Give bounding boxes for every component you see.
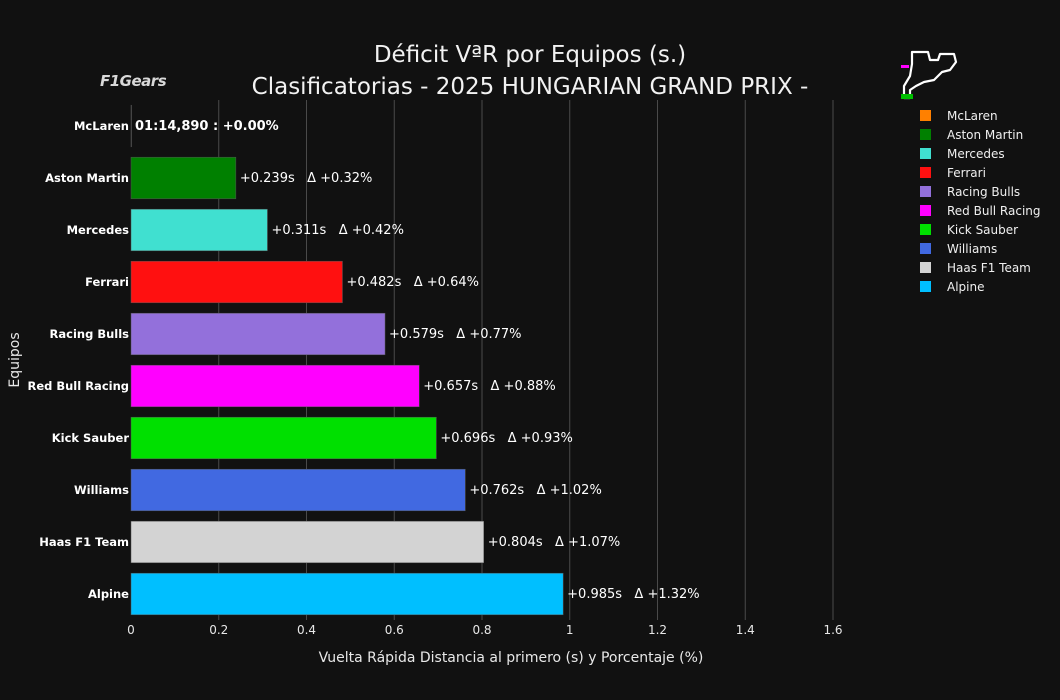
chart-title-line2: Clasificatorias - 2025 HUNGARIAN GRAND P… <box>251 74 809 100</box>
bar[interactable] <box>130 416 437 460</box>
x-tick-label: 1.4 <box>736 623 755 637</box>
legend-label: Ferrari <box>947 165 986 180</box>
data-label: +0.482s Δ +0.64% <box>346 275 479 290</box>
legend-label: Haas F1 Team <box>947 260 1031 275</box>
legend-label: Racing Bulls <box>947 184 1021 199</box>
y-axis-label: Equipos <box>7 332 23 387</box>
y-tick-label: Red Bull Racing <box>27 379 129 393</box>
x-tick-label: 0.6 <box>385 623 404 637</box>
x-tick-label: 0.4 <box>297 623 316 637</box>
legend-item[interactable]: Alpine <box>920 277 1041 296</box>
track-map-icon <box>901 50 958 100</box>
legend-swatch <box>920 167 931 178</box>
y-tick-label: Haas F1 Team <box>39 535 129 549</box>
bar[interactable] <box>130 468 466 512</box>
legend-label: Alpine <box>947 279 985 294</box>
x-tick-label: 1 <box>566 623 574 637</box>
y-tick-label: Alpine <box>88 587 129 601</box>
legend-item[interactable]: Ferrari <box>920 163 1041 182</box>
data-label: 01:14,890 : +0.00% <box>135 119 279 134</box>
y-tick-label: Mercedes <box>67 223 130 237</box>
x-tick-label: 0.2 <box>209 623 228 637</box>
brand-logo: F1Gears <box>100 72 167 90</box>
y-tick-label: Kick Sauber <box>52 431 130 445</box>
bar[interactable] <box>130 312 386 356</box>
legend-label: Aston Martin <box>947 127 1024 142</box>
legend-item[interactable]: Racing Bulls <box>920 182 1041 201</box>
bar[interactable] <box>130 260 343 304</box>
data-label: +0.762s Δ +1.02% <box>469 483 602 498</box>
legend-swatch <box>920 262 931 273</box>
legend-swatch <box>920 281 931 292</box>
bar[interactable] <box>130 104 132 148</box>
data-label: +0.239s Δ +0.32% <box>240 171 373 186</box>
data-label: +0.579s Δ +0.77% <box>389 327 522 342</box>
legend-item[interactable]: Mercedes <box>920 144 1041 163</box>
y-tick-label: Ferrari <box>85 275 129 289</box>
bar[interactable] <box>130 364 420 408</box>
x-tick-label: 1.2 <box>648 623 667 637</box>
legend-label: McLaren <box>947 108 998 123</box>
legend-label: Kick Sauber <box>947 222 1019 237</box>
y-tick-label: Williams <box>74 483 129 497</box>
legend-label: Red Bull Racing <box>947 203 1041 218</box>
legend-swatch <box>920 186 931 197</box>
legend-item[interactable]: McLaren <box>920 106 1041 125</box>
x-axis-label: Vuelta Rápida Distancia al primero (s) y… <box>319 650 704 666</box>
legend-item[interactable]: Williams <box>920 239 1041 258</box>
legend-item[interactable]: Haas F1 Team <box>920 258 1041 277</box>
x-tick-label: 0.8 <box>472 623 491 637</box>
legend-label: Williams <box>947 241 998 256</box>
data-label: +0.804s Δ +1.07% <box>488 535 621 550</box>
y-tick-label: Aston Martin <box>45 171 129 185</box>
legend-label: Mercedes <box>947 146 1005 161</box>
chart-legend[interactable]: McLaren Aston Martin Mercedes Ferrari Racing… <box>920 106 1041 296</box>
bar[interactable] <box>130 572 564 616</box>
legend-swatch <box>920 129 931 140</box>
chart-title-line1: Déficit VªR por Equipos (s.) <box>373 42 687 68</box>
legend-swatch <box>920 205 931 216</box>
data-label: +0.696s Δ +0.93% <box>440 431 573 446</box>
y-tick-label: Racing Bulls <box>50 327 130 341</box>
legend-swatch <box>920 148 931 159</box>
x-tick-label: 1.6 <box>823 623 842 637</box>
data-label: +0.985s Δ +1.32% <box>567 587 700 602</box>
bar[interactable] <box>130 208 268 252</box>
data-label: +0.311s Δ +0.42% <box>271 223 404 238</box>
x-tick-label: 0 <box>127 623 135 637</box>
legend-swatch <box>920 110 931 121</box>
legend-swatch <box>920 224 931 235</box>
bar[interactable] <box>130 520 485 564</box>
legend-item[interactable]: Kick Sauber <box>920 220 1041 239</box>
legend-item[interactable]: Red Bull Racing <box>920 201 1041 220</box>
data-label: +0.657s Δ +0.88% <box>423 379 556 394</box>
y-tick-label: McLaren <box>74 119 129 133</box>
bar[interactable] <box>130 156 237 200</box>
legend-swatch <box>920 243 931 254</box>
legend-item[interactable]: Aston Martin <box>920 125 1041 144</box>
